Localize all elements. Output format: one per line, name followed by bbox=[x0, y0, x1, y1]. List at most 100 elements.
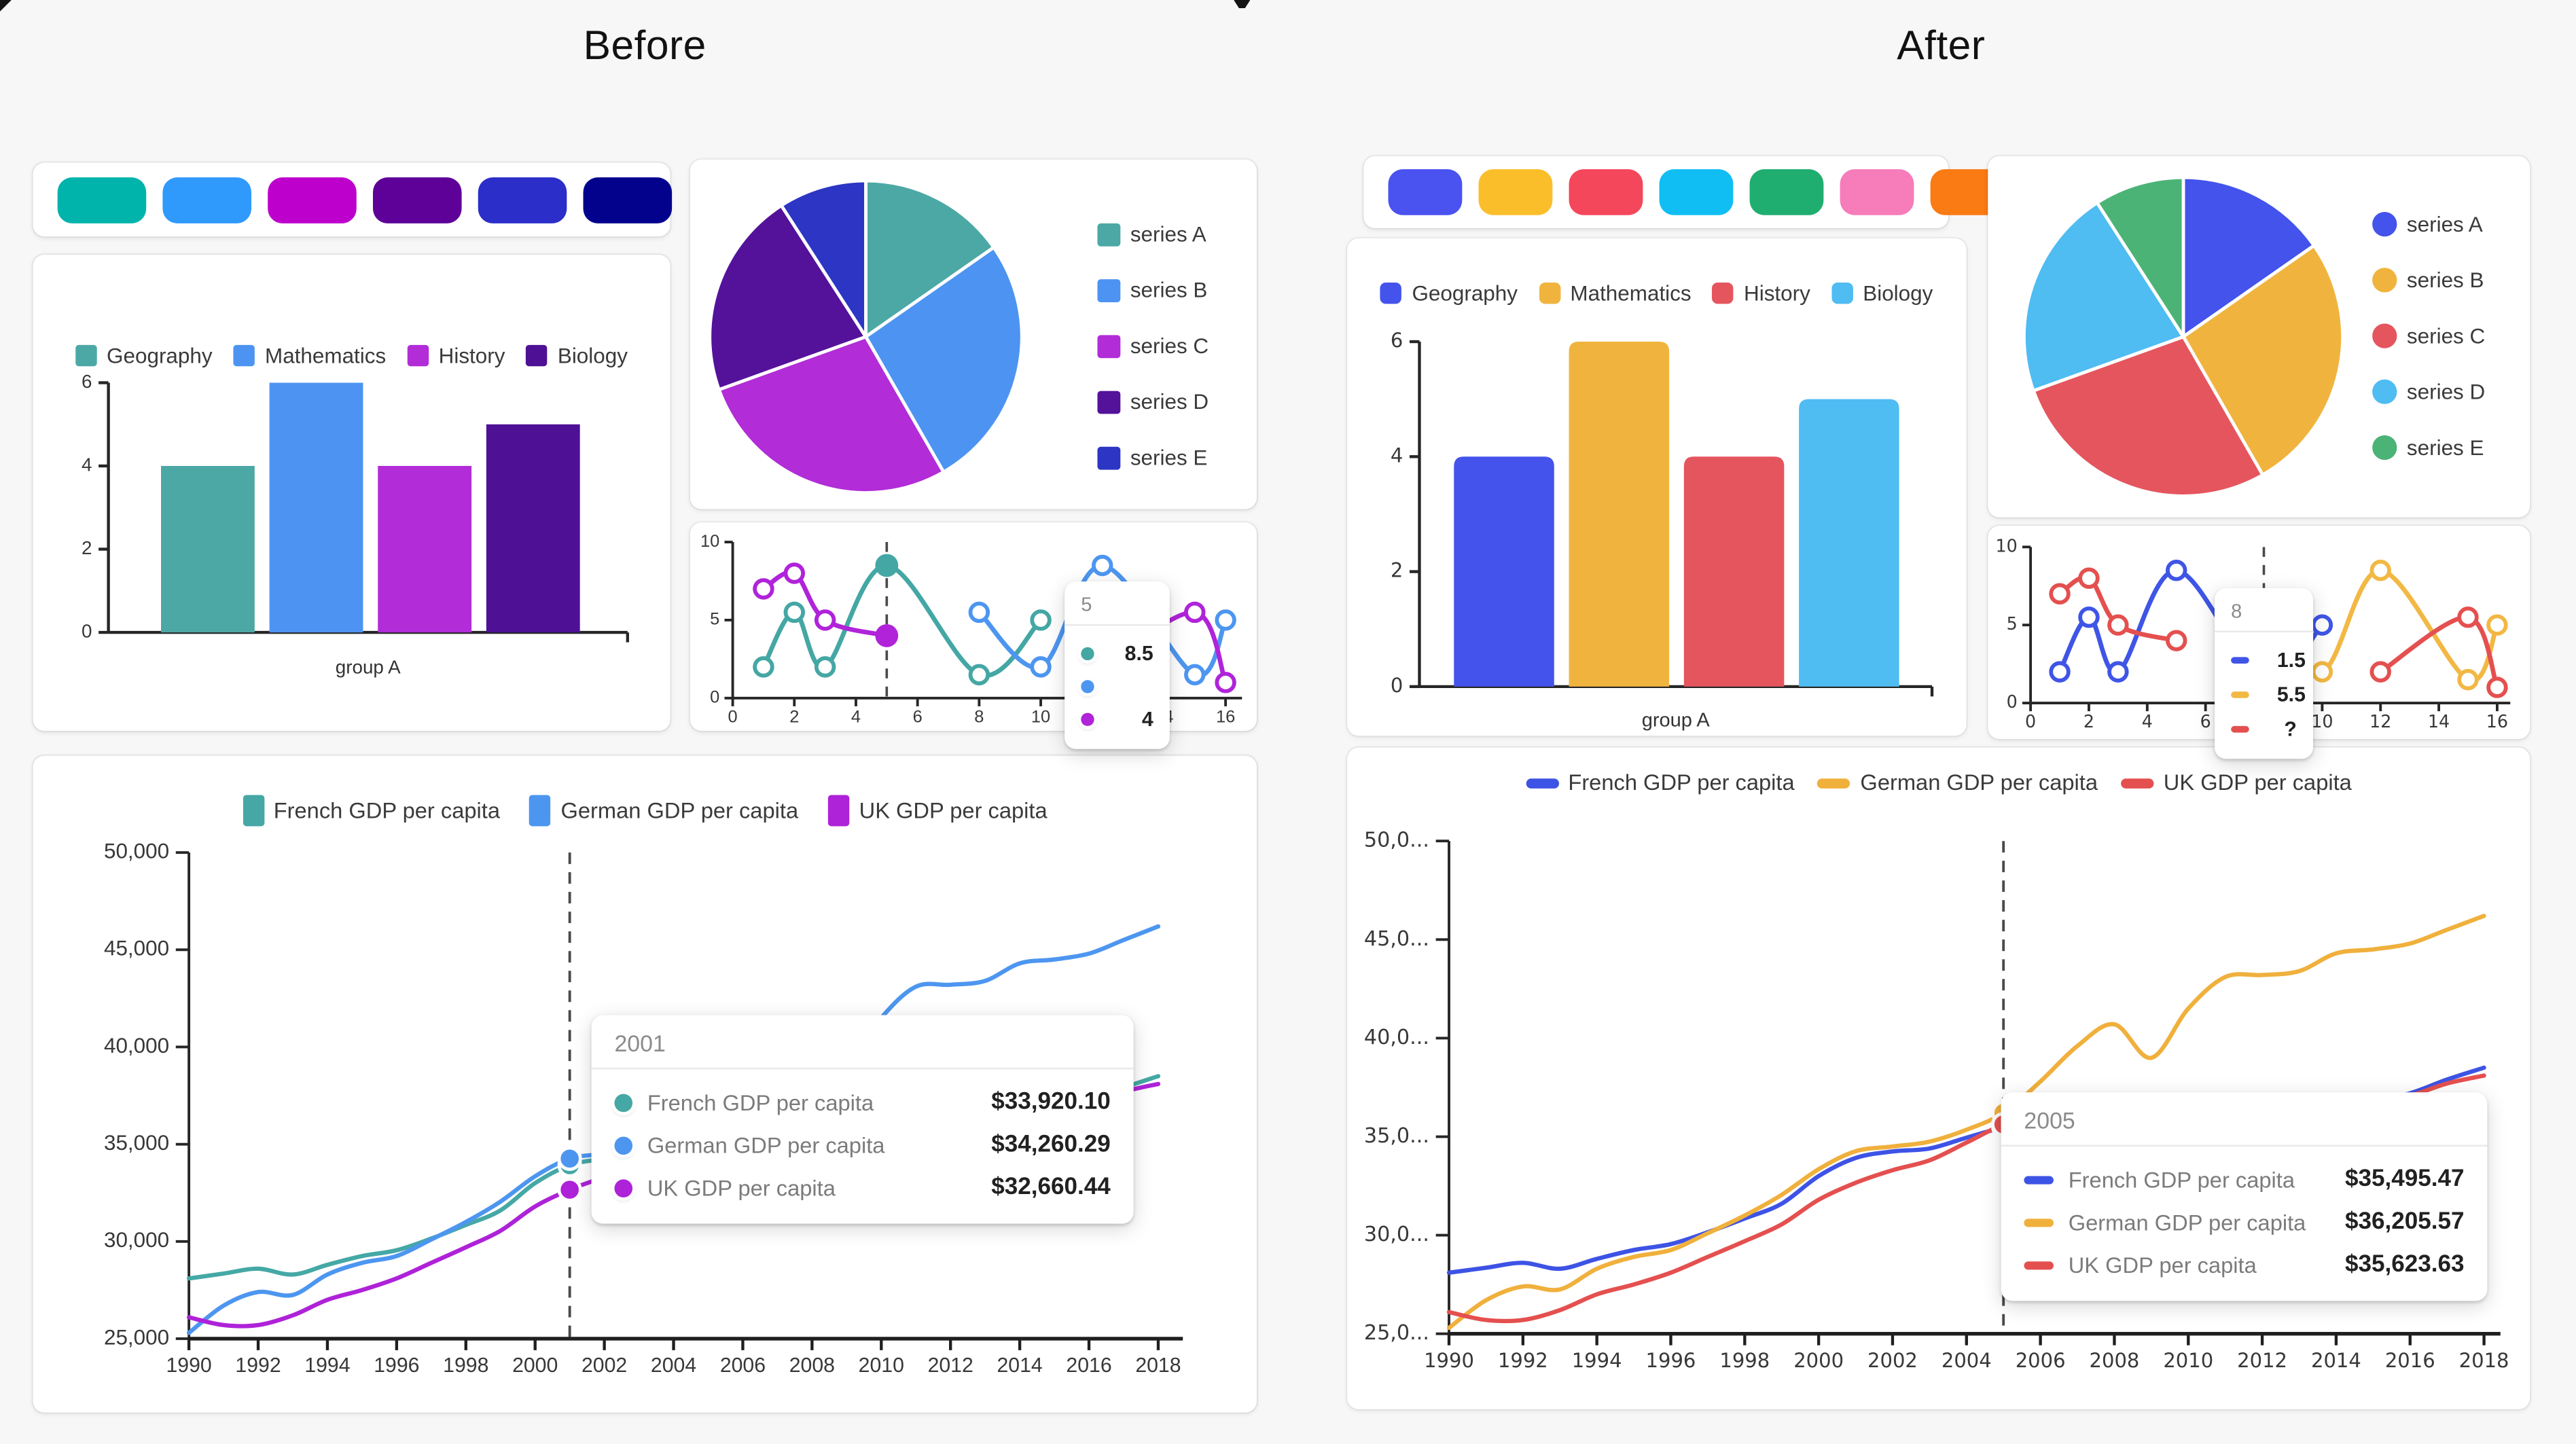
tooltip-series-value: $32,660.44 bbox=[991, 1174, 1111, 1201]
data-point-marker[interactable] bbox=[814, 609, 836, 631]
pie-slice-series-a[interactable] bbox=[864, 179, 996, 339]
gdp-chart-legend-before: French GDP per capita German GDP per capi… bbox=[33, 795, 1257, 827]
data-point-marker[interactable] bbox=[2369, 560, 2391, 581]
bar-mathematics[interactable] bbox=[1569, 342, 1670, 687]
pie-slice-series-b[interactable] bbox=[2181, 244, 2344, 477]
legend-item-series-a[interactable]: series A bbox=[2372, 211, 2485, 237]
legend-item-geography[interactable]: Geography bbox=[75, 343, 213, 368]
legend-label: German GDP per capita bbox=[560, 798, 799, 823]
legend-item-series-e[interactable]: series E bbox=[2372, 435, 2485, 461]
data-point-marker[interactable] bbox=[2457, 606, 2479, 628]
bar-geography[interactable] bbox=[1454, 456, 1554, 687]
bar-history[interactable] bbox=[378, 466, 472, 633]
bar-geography[interactable] bbox=[161, 466, 255, 633]
tooltip-row bbox=[1081, 676, 1153, 696]
tooltip-series-label: UK GDP per capita bbox=[2068, 1252, 2257, 1278]
bar-chart-canvas-after[interactable]: 0 2 4 6 group A bbox=[1347, 238, 1967, 736]
data-point-marker[interactable] bbox=[1215, 609, 1236, 631]
data-point-marker[interactable] bbox=[1092, 554, 1113, 577]
legend-item-series-a[interactable]: series A bbox=[1097, 221, 1209, 247]
pie-slice-series-e[interactable] bbox=[2095, 175, 2185, 339]
line-chart-canvas-before[interactable]: 05100246810121416 bbox=[690, 522, 1257, 731]
legend-item-uk-gdp-per-capita[interactable]: UK GDP per capita bbox=[827, 795, 1048, 827]
pie-slice-series-c[interactable] bbox=[717, 335, 946, 494]
data-point-marker[interactable] bbox=[2049, 661, 2071, 683]
data-point-marker[interactable] bbox=[1215, 672, 1236, 693]
legend-item-french-gdp-per-capita[interactable]: French GDP per capita bbox=[1525, 770, 1795, 795]
data-point-marker[interactable] bbox=[814, 656, 836, 678]
legend-item-biology[interactable]: Biology bbox=[526, 343, 628, 368]
bar-biology[interactable] bbox=[1799, 399, 1899, 687]
data-point-marker[interactable] bbox=[2107, 614, 2129, 636]
legend-item-french-gdp-per-capita[interactable]: French GDP per capita bbox=[242, 795, 500, 827]
gdp-chart-canvas-after[interactable]: 50,0... 45,0... 40,0... 35,0... 30,0... 25,0.… bbox=[1347, 747, 2530, 1409]
bar-mathematics[interactable] bbox=[269, 382, 363, 633]
pie-slice-series-c[interactable] bbox=[2031, 335, 2265, 498]
legend-item-series-c[interactable]: series C bbox=[1097, 333, 1209, 358]
data-point-marker[interactable] bbox=[1184, 664, 1206, 686]
data-point-marker[interactable] bbox=[2049, 583, 2071, 604]
legend-item-mathematics[interactable]: Mathematics bbox=[234, 343, 386, 368]
series-line-series-3[interactable] bbox=[2057, 575, 2179, 643]
axis-tick-label: 2016 bbox=[2385, 1349, 2435, 1372]
pie-chart-canvas-after[interactable] bbox=[1988, 156, 2530, 518]
bar-chart-canvas-before[interactable]: 0 2 4 6 group A bbox=[33, 255, 670, 731]
bar-biology[interactable] bbox=[486, 424, 580, 633]
legend-item-biology[interactable]: Biology bbox=[1831, 281, 1933, 306]
palette-swatch-6 bbox=[583, 176, 673, 223]
data-point-marker[interactable] bbox=[968, 601, 990, 624]
data-point-marker[interactable] bbox=[1030, 609, 1052, 631]
legend-item-german-gdp-per-capita[interactable]: German GDP per capita bbox=[529, 795, 799, 827]
legend-item-series-b[interactable]: series B bbox=[2372, 268, 2485, 293]
data-point-marker[interactable] bbox=[968, 664, 990, 686]
data-point-marker[interactable] bbox=[2107, 661, 2129, 683]
data-point-marker[interactable] bbox=[2311, 614, 2333, 636]
pie-slice-series-b[interactable] bbox=[864, 245, 1024, 474]
bar-history[interactable] bbox=[1683, 456, 1785, 687]
legend-item-history[interactable]: History bbox=[1713, 281, 1810, 306]
pie-slice-series-e[interactable] bbox=[779, 179, 867, 339]
legend-swatch bbox=[1539, 282, 1560, 304]
data-point-marker[interactable] bbox=[2311, 661, 2333, 683]
pie-slice-series-d[interactable] bbox=[708, 204, 867, 392]
data-point-marker[interactable] bbox=[1184, 601, 1206, 624]
pie-slice-series-a[interactable] bbox=[2181, 175, 2316, 339]
tooltip-series-value: $35,495.47 bbox=[2345, 1166, 2465, 1193]
legend-item-series-c[interactable]: series C bbox=[2372, 323, 2485, 348]
tooltip-series-value: $33,920.10 bbox=[991, 1089, 1111, 1116]
data-point-marker[interactable] bbox=[2486, 676, 2508, 698]
pie-chart-canvas-before[interactable] bbox=[690, 160, 1257, 509]
bar-chart-card-after: Geography Mathematics History Biology 0 2 4 6 g… bbox=[1347, 238, 1967, 736]
data-point-marker[interactable] bbox=[2369, 661, 2391, 683]
axis-tick-label: 30,000 bbox=[104, 1228, 169, 1252]
legend-item-series-b[interactable]: series B bbox=[1097, 278, 1209, 302]
series-line-series-1[interactable] bbox=[761, 563, 1043, 679]
data-point-marker[interactable] bbox=[2166, 630, 2187, 651]
legend-item-series-d[interactable]: series D bbox=[1097, 389, 1209, 414]
legend-item-geography[interactable]: Geography bbox=[1380, 281, 1518, 306]
legend-item-german-gdp-per-capita[interactable]: German GDP per capita bbox=[1817, 770, 2098, 795]
tooltip-series-marker bbox=[2231, 656, 2249, 663]
data-point-marker[interactable] bbox=[753, 656, 774, 678]
pie-slice-series-d[interactable] bbox=[2022, 201, 2185, 393]
legend-item-mathematics[interactable]: Mathematics bbox=[1539, 281, 1692, 306]
data-point-marker[interactable] bbox=[2486, 614, 2508, 636]
legend-item-uk-gdp-per-capita[interactable]: UK GDP per capita bbox=[2120, 770, 2352, 795]
data-point-marker[interactable] bbox=[1030, 656, 1052, 678]
legend-item-history[interactable]: History bbox=[407, 343, 505, 368]
legend-item-series-d[interactable]: series D bbox=[2372, 379, 2485, 404]
data-point-marker[interactable] bbox=[2078, 567, 2100, 589]
data-point-marker[interactable] bbox=[783, 601, 806, 624]
data-point-marker[interactable] bbox=[2078, 606, 2100, 628]
data-point-marker[interactable] bbox=[2457, 668, 2479, 691]
axis-tick-label: 0 bbox=[2025, 711, 2036, 732]
bar-chart-card-before: Geography Mathematics History Biology 0 2 4 6 g… bbox=[33, 254, 670, 732]
legend-item-series-e[interactable]: series E bbox=[1097, 445, 1209, 470]
series-line-german-gdp-per-capita[interactable] bbox=[1446, 914, 2486, 1331]
data-point-marker[interactable] bbox=[753, 578, 774, 600]
window-edge-artifact bbox=[1234, 0, 1251, 9]
series-line-series-3[interactable] bbox=[761, 570, 889, 638]
data-point-marker[interactable] bbox=[2166, 560, 2187, 581]
axis-tick-label: 1990 bbox=[166, 1354, 211, 1377]
data-point-marker[interactable] bbox=[783, 562, 806, 584]
